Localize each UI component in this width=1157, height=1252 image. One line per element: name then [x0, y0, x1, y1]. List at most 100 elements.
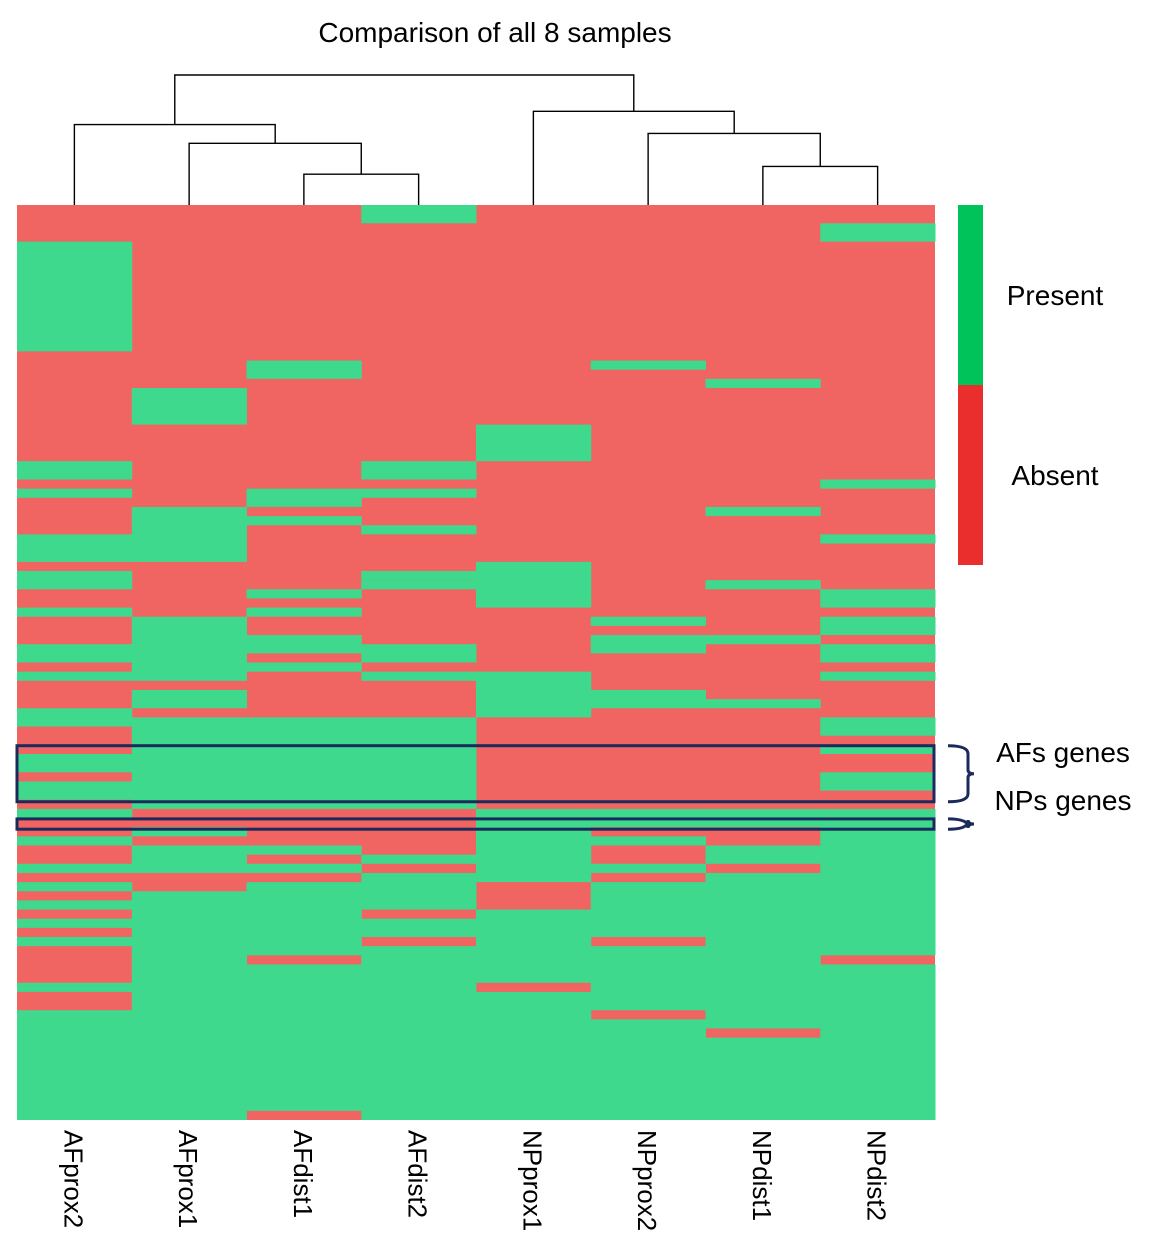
heatmap-cell-npprox2	[590, 1019, 706, 1120]
heatmap-cell-afprox2	[17, 708, 133, 727]
heatmap-cell-npdist2	[820, 223, 936, 242]
heatmap-cell-afprox2	[17, 937, 133, 947]
heatmap-cell-afprox1	[131, 827, 247, 837]
heatmap-cell-npdist1	[705, 506, 821, 517]
heatmap-cell-afprox2	[17, 1010, 133, 1120]
heatmap-cell-npprox2	[590, 882, 706, 937]
dendrogram-branch-m6	[532, 110, 735, 205]
heatmap-cell-afprox2	[17, 671, 133, 681]
column-label-npprox2: NPprox2	[632, 1130, 662, 1231]
legend-swatch-absent	[958, 385, 983, 565]
heatmap-grid	[17, 205, 936, 1120]
legend: Present Absent	[958, 205, 1103, 565]
heatmap-cell-afdist1	[246, 662, 362, 672]
heatmap-cell-npprox1	[476, 808, 592, 883]
highlight-box-2	[15, 817, 936, 831]
heatmap-cell-afprox2	[17, 900, 133, 910]
heatmap-cell-afprox2	[17, 754, 133, 773]
column-label-npdist2: NPdist2	[862, 1130, 892, 1221]
dendrogram-branch-m4	[762, 165, 879, 205]
heatmap-cell-afprox1	[131, 717, 247, 809]
heatmap-cell-afdist2	[361, 525, 477, 535]
column-label-afprox2: AFprox2	[58, 1130, 88, 1228]
legend-swatch-present	[958, 205, 983, 385]
heatmap-cell-afdist2	[361, 717, 477, 809]
heatmap-cell-afdist1	[246, 845, 362, 855]
heatmap-cell-npprox2	[590, 946, 706, 1011]
brace-2	[947, 817, 975, 831]
heatmap-cell-npprox1	[476, 561, 592, 608]
heatmap-cell-afdist2	[361, 461, 477, 480]
heatmap-cell-npdist1	[705, 378, 821, 388]
heatmap-cell-npdist1	[705, 580, 821, 590]
heatmap-cell-afdist1	[246, 360, 362, 379]
heatmap-cell-npprox2	[590, 635, 706, 654]
heatmap-cell-afdist2	[361, 946, 477, 1120]
heatmap-cell-npdist1	[705, 1037, 821, 1120]
heatmap-cell-afprox1	[131, 388, 247, 425]
heatmap-cell-afdist1	[246, 882, 362, 956]
heatmap-cell-afdist2	[361, 580, 477, 590]
heatmap-cell-npdist2	[820, 671, 936, 681]
heatmap-cell-afprox1	[131, 689, 247, 709]
column-label-npprox1: NPprox1	[517, 1130, 547, 1231]
heatmap-cell-afprox2	[17, 863, 133, 873]
heatmap-cell-afdist1	[246, 717, 362, 809]
heatmap-cell-afdist1	[246, 863, 362, 873]
column-label-npdist1: NPdist1	[747, 1130, 777, 1221]
heatmap-cell-afdist2	[361, 644, 477, 663]
heatmap-cell-npdist2	[820, 772, 936, 791]
heatmap-cell-npdist2	[820, 589, 936, 608]
heatmap-cell-afdist2	[361, 872, 477, 910]
heatmap-cell-afdist1	[246, 607, 362, 617]
dendrogram-branch-m7	[174, 74, 635, 125]
heatmap-cell-npdist2	[820, 808, 936, 956]
heatmap-cell-npprox1	[476, 909, 592, 983]
column-labels: AFprox2 AFprox1 AFdist1 AFdist2 NPprox1 NPpro…	[58, 1130, 891, 1231]
heatmap-cell-afprox2	[17, 461, 133, 480]
heatmap-cell-afprox2	[17, 781, 133, 800]
column-label-afdist1: AFdist1	[288, 1130, 318, 1218]
heatmap-cell-npprox2	[590, 616, 706, 626]
heatmap-cell-npdist2	[820, 534, 936, 544]
heatmap-cell-afprox2	[17, 534, 133, 562]
chart-title: Comparison of all 8 samples	[318, 17, 671, 48]
heatmap-cell-npdist2	[820, 616, 936, 636]
heatmap-cell-afprox2	[17, 607, 133, 617]
heatmap-cell-npdist2	[820, 479, 936, 489]
heatmap-cell-afprox1	[131, 845, 247, 873]
dendrogram-branch-m5	[647, 132, 821, 205]
heatmap-cell-npdist2	[820, 717, 936, 736]
heatmap-cell-npdist1	[705, 872, 821, 1029]
highlighted-blocks: AFs genes NPs genes	[15, 737, 1132, 831]
legend-label-present: Present	[1007, 280, 1104, 311]
dendrogram-branch-m1	[303, 173, 420, 205]
column-label-afprox1: AFprox1	[173, 1130, 203, 1228]
highlight-label-1: AFs genes	[996, 737, 1130, 768]
brace-1	[947, 744, 975, 804]
heatmap-cell-afdist2	[361, 854, 477, 864]
heatmap-cell-afprox2	[17, 241, 133, 352]
heatmap-cell-afdist1	[246, 964, 362, 1111]
heatmap-cell-npdist2	[820, 744, 936, 754]
dendrogram-branch-m3	[73, 123, 276, 205]
heatmap-cell-npdist1	[705, 699, 821, 709]
heatmap-cell-afprox2	[17, 882, 133, 892]
heatmap-cell-afprox2	[17, 836, 133, 846]
heatmap-cell-afdist1	[246, 589, 362, 599]
heatmap-cell-npdist1	[705, 635, 821, 645]
heatmap-cell-npprox2	[590, 836, 706, 846]
heatmap-cell-npprox1	[476, 991, 592, 1120]
heatmap-cell-afprox2	[17, 644, 133, 663]
heatmap-cell-afdist1	[246, 635, 362, 654]
heatmap-cell-npdist2	[820, 644, 936, 663]
highlight-label-2: NPs genes	[995, 785, 1132, 816]
heatmap-cell-afdist2	[361, 571, 477, 581]
heatmap-cell-afprox2	[17, 488, 133, 498]
heatmap-cell-npprox1	[476, 671, 592, 718]
heatmap-cell-npdist1	[705, 845, 821, 864]
heatmap-cell-afdist2	[361, 671, 477, 681]
heatmap-cell-afprox1	[131, 616, 247, 681]
heatmap-cell-afprox2	[17, 808, 133, 819]
